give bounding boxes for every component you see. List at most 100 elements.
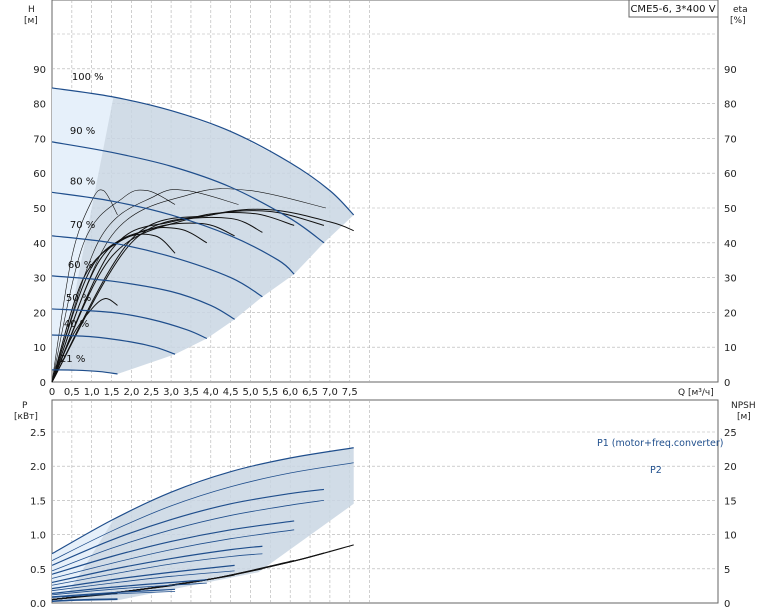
power-tick-label: 0.5: [30, 565, 46, 576]
speed-label-100: 100 %: [72, 72, 104, 83]
x-tick-label: 2,0: [123, 387, 139, 398]
power-curve-p1-40: [51, 588, 176, 598]
bottom-envelope: [52, 447, 354, 602]
curve-eta-max-3: [51, 189, 239, 383]
x-tick-label: 2,5: [143, 387, 159, 398]
curve-eta-40: [51, 233, 176, 383]
power-curve-p1-100: [51, 447, 354, 555]
power-curve-p2-21: [51, 599, 118, 603]
power-curve-p2-50: [51, 582, 207, 596]
head-curve-90: [51, 141, 325, 244]
x-tick-label: 3,0: [163, 387, 179, 398]
top-envelope: [52, 87, 354, 375]
power-curve-p1-50: [51, 579, 207, 595]
curve-eta-max-4: [51, 188, 326, 383]
power-curve-p2-40: [51, 590, 176, 598]
head-curve-21: [51, 369, 118, 375]
top-x-label: Q [м³/ч]: [678, 388, 714, 398]
head-curve-50: [51, 308, 208, 340]
power-envelope-area: [52, 447, 354, 602]
y-left-tick-label: 40: [33, 239, 46, 250]
head-curve-80: [51, 191, 295, 275]
power-tick-label: 2.5: [30, 428, 46, 439]
y-right-tick-label: 70: [724, 134, 737, 145]
x-tick-label: 7,5: [342, 387, 358, 398]
top-y-right-label: eta: [733, 5, 748, 15]
y-right-tick-label: 0: [724, 378, 730, 389]
bottom-y-right-unit: [м]: [737, 412, 751, 422]
top-y-left-unit: [м]: [24, 16, 38, 26]
power-tick-label: 1.0: [30, 531, 46, 542]
x-tick-label: 7,0: [322, 387, 338, 398]
x-tick-label: 0: [49, 387, 55, 398]
speed-label-80: 80 %: [70, 176, 95, 187]
power-curve-p2-100: [51, 462, 354, 561]
y-left-tick-label: 60: [33, 169, 46, 180]
speed-label-70: 70 %: [70, 220, 95, 231]
power-tick-label: 2.0: [30, 462, 46, 473]
y-right-tick-label: 20: [724, 308, 737, 319]
power-curve-p1-21: [51, 598, 118, 602]
npsh-tick-label: 5: [724, 565, 730, 576]
x-tick-label: 4,0: [203, 387, 219, 398]
x-tick-label: 1,5: [104, 387, 120, 398]
power-curve-p2-80: [51, 529, 295, 579]
top-y-right-unit: [%]: [730, 16, 746, 26]
x-tick-label: 1,0: [84, 387, 100, 398]
bottom-y-left-label: P: [22, 401, 28, 411]
bottom-tick-labels: 0.0 0.5 1.0 1.5 2.0 2.5 0 5 10 15 20 25: [30, 428, 737, 610]
y-left-tick-label: 10: [33, 343, 46, 354]
bottom-y-right-label: NPSH: [731, 401, 756, 411]
bottom-y-left-unit: [кВт]: [14, 412, 38, 422]
y-left-tick-label: 90: [33, 65, 46, 76]
speed-label-90: 90 %: [70, 126, 95, 137]
x-tick-label: 6,5: [302, 387, 318, 398]
power-curve-p2-70: [51, 553, 263, 586]
npsh-tick-label: 0: [724, 599, 730, 610]
top-tick-labels: 0 0,5 1,0 1,5 2,0 2,5 3,0 3,5 4,0 4,5 5,0 5,5 6,0 6,5…: [33, 65, 736, 398]
x-tick-label: 0,5: [64, 387, 80, 398]
model-label: CME5-6, 3*400 V: [630, 4, 715, 15]
y-right-tick-label: 40: [724, 239, 737, 250]
p2-label: P2: [650, 465, 662, 476]
x-tick-label: 3,5: [183, 387, 199, 398]
speed-label-60: 60 %: [68, 260, 93, 271]
curve-eta-80: [51, 211, 295, 383]
head-curve-60: [51, 275, 235, 320]
power-tick-label: 0.0: [30, 599, 46, 610]
y-right-tick-label: 80: [724, 100, 737, 111]
speed-label-40: 40 %: [64, 319, 89, 330]
head-curve-100: [51, 87, 355, 216]
power-curve-p1-60: [51, 564, 235, 590]
y-left-tick-label: 80: [33, 100, 46, 111]
y-right-tick-label: 50: [724, 204, 737, 215]
curve-eta-90: [51, 210, 325, 383]
head-curve-70: [51, 235, 263, 298]
power-tick-label: 1.5: [30, 496, 46, 507]
head-envelope-area: [52, 87, 354, 375]
y-left-tick-label: 50: [33, 204, 46, 215]
power-curve-p1-80: [51, 520, 295, 575]
y-right-tick-label: 90: [724, 65, 737, 76]
speed-label-21: 21 %: [60, 354, 85, 365]
head-curve-40: [51, 334, 176, 355]
power-curve-p1-70: [51, 545, 263, 584]
y-left-tick-label: 70: [33, 134, 46, 145]
y-left-tick-label: 20: [33, 308, 46, 319]
low-flow-power-area: [52, 519, 114, 602]
low-flow-area: [52, 87, 114, 370]
power-curve-p1-90: [51, 488, 325, 566]
x-tick-label: 5,5: [262, 387, 278, 398]
model-label-box: [628, 0, 719, 18]
curve-eta-70: [51, 216, 263, 383]
curve-eta-max-1: [51, 189, 118, 383]
npsh-tick-label: 15: [724, 496, 737, 507]
power-curve-p2-90: [51, 500, 324, 572]
eta-curves: [51, 188, 354, 383]
x-tick-label: 5,0: [243, 387, 259, 398]
npsh-tick-label: 20: [724, 462, 737, 473]
top-y-left-label: H: [28, 5, 35, 15]
y-right-tick-label: 60: [724, 169, 737, 180]
y-right-tick-label: 10: [724, 343, 737, 354]
